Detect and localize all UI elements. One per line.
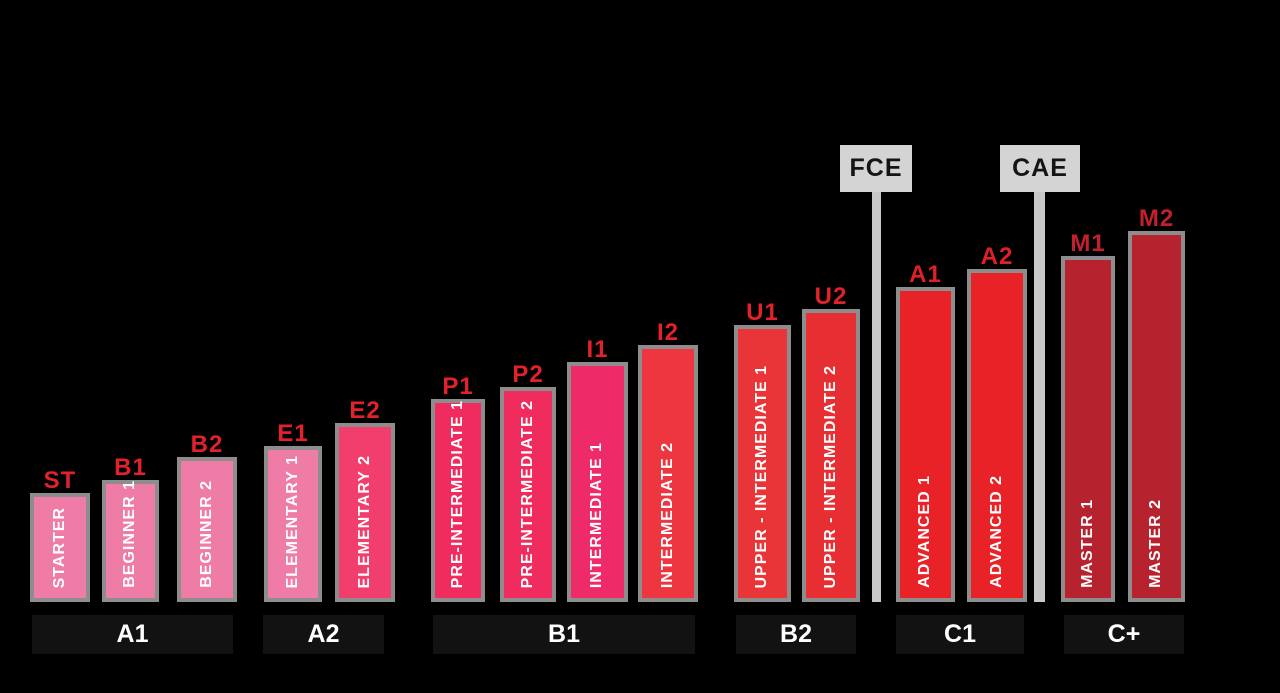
bar-tag-u2: U2 bbox=[814, 283, 848, 310]
group-label-b2: B2 bbox=[736, 615, 856, 654]
bar-advanced-2: ADVANCED 2 bbox=[967, 269, 1027, 602]
bar-tag-p2: P2 bbox=[512, 361, 544, 388]
group-label-a1: A1 bbox=[32, 615, 233, 654]
bar-tag-p1: P1 bbox=[442, 373, 474, 400]
bar-label-master-2: MASTER 2 bbox=[1147, 499, 1165, 588]
bar-label-beginner-2: BEGINNER 2 bbox=[197, 480, 215, 588]
bar-label-pre-intermediate-1: PRE-INTERMEDIATE 1 bbox=[448, 399, 466, 588]
bar-tag-a2: A2 bbox=[980, 243, 1014, 270]
cae-sign-label: CAE bbox=[1012, 154, 1068, 182]
bar-label-advanced-2: ADVANCED 2 bbox=[987, 475, 1005, 588]
cae-sign: CAE bbox=[1000, 145, 1080, 192]
bar-master-2: MASTER 2 bbox=[1128, 231, 1185, 602]
bar-pre-intermediate-1: PRE-INTERMEDIATE 1 bbox=[431, 399, 485, 602]
bar-tag-e1: E1 bbox=[277, 420, 309, 447]
bar-tag-b1: B1 bbox=[114, 454, 147, 481]
bar-beginner-1: BEGINNER 1 bbox=[102, 480, 159, 602]
bar-master-1: MASTER 1 bbox=[1061, 256, 1115, 602]
bar-upper-intermediate-2: UPPER - INTERMEDIATE 2 bbox=[802, 309, 860, 602]
group-label-c: C+ bbox=[1064, 615, 1184, 654]
bar-label-upper-intermediate-2: UPPER - INTERMEDIATE 2 bbox=[821, 364, 839, 589]
bar-tag-m2: M2 bbox=[1138, 205, 1175, 232]
bar-label-upper-intermediate-1: UPPER - INTERMEDIATE 1 bbox=[753, 364, 771, 589]
group-label-b1: B1 bbox=[433, 615, 695, 654]
bar-intermediate-1: INTERMEDIATE 1 bbox=[567, 362, 628, 602]
bar-tag-m1: M1 bbox=[1070, 230, 1106, 257]
bar-elementary-1: ELEMENTARY 1 bbox=[264, 446, 322, 602]
bar-label-pre-intermediate-2: PRE-INTERMEDIATE 2 bbox=[518, 399, 536, 588]
bar-elementary-2: ELEMENTARY 2 bbox=[335, 423, 395, 602]
bar-beginner-2: BEGINNER 2 bbox=[177, 457, 237, 602]
bar-label-elementary-1: ELEMENTARY 1 bbox=[283, 454, 301, 589]
bar-intermediate-2: INTERMEDIATE 2 bbox=[638, 345, 698, 602]
bar-tag-i1: I1 bbox=[586, 336, 609, 363]
bar-label-beginner-1: BEGINNER 1 bbox=[121, 480, 139, 588]
bar-label-elementary-2: ELEMENTARY 2 bbox=[355, 454, 373, 589]
fce-marker-pole bbox=[872, 191, 881, 602]
bar-pre-intermediate-2: PRE-INTERMEDIATE 2 bbox=[500, 387, 556, 602]
bar-label-starter: STARTER bbox=[50, 506, 68, 588]
bar-label-advanced-1: ADVANCED 1 bbox=[916, 475, 934, 588]
bar-upper-intermediate-1: UPPER - INTERMEDIATE 1 bbox=[734, 325, 791, 602]
group-label-c1: C1 bbox=[896, 615, 1024, 654]
fce-sign-label: FCE bbox=[849, 154, 903, 182]
bar-tag-a1: A1 bbox=[909, 261, 942, 288]
cae-marker-pole bbox=[1034, 192, 1045, 602]
bar-tag-u1: U1 bbox=[746, 299, 779, 326]
group-label-a2: A2 bbox=[263, 615, 384, 654]
bar-advanced-1: ADVANCED 1 bbox=[896, 287, 955, 602]
bar-label-intermediate-1: INTERMEDIATE 1 bbox=[588, 441, 606, 588]
bar-tag-b2: B2 bbox=[190, 431, 224, 458]
bar-label-master-1: MASTER 1 bbox=[1078, 499, 1096, 588]
bar-starter: STARTER bbox=[30, 493, 90, 602]
bar-tag-e2: E2 bbox=[349, 397, 381, 424]
fce-sign: FCE bbox=[840, 145, 912, 192]
bar-label-intermediate-2: INTERMEDIATE 2 bbox=[658, 441, 676, 588]
bar-tag-i2: I2 bbox=[656, 319, 679, 346]
bar-tag-st: ST bbox=[43, 467, 77, 494]
